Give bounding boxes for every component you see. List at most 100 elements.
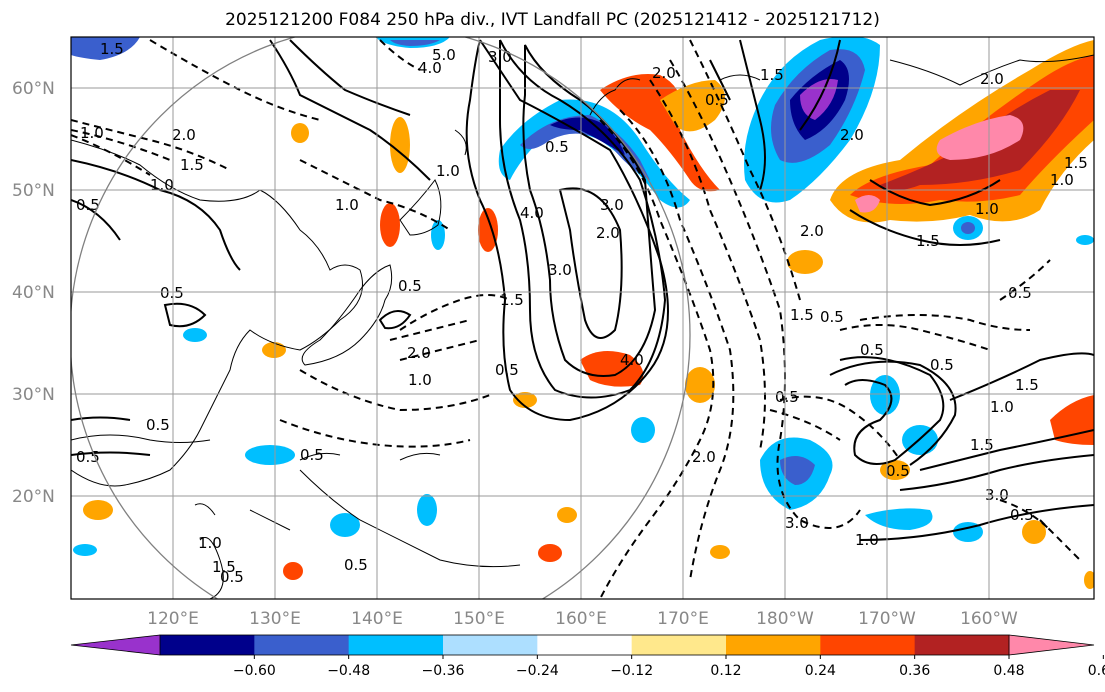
contour-label: 0.5 (76, 448, 100, 466)
contour-label: 1.5 (1064, 154, 1088, 172)
lon-label: 170°E (657, 609, 709, 629)
colorbar-boxes (160, 635, 1010, 655)
colorbar-box (348, 635, 444, 655)
contour-label: 0.5 (1008, 284, 1032, 302)
contour-label: 1.5 (790, 306, 814, 324)
contour-label: 4.0 (520, 204, 544, 222)
lon-label: 130°E (249, 609, 301, 629)
latitude-labels: 60°N 50°N 40°N 30°N 20°N (12, 79, 55, 507)
contour-label: 1.5 (1015, 376, 1039, 394)
colorbar-tick-label: −0.36 (422, 663, 465, 679)
contour-label: 0.5 (160, 284, 184, 302)
contour-label: 1.0 (1050, 171, 1074, 189)
contours-dashed (71, 39, 1081, 599)
map-frame (70, 36, 1095, 600)
lon-label: 180°W (756, 609, 814, 629)
gridlines (71, 37, 1094, 599)
colorbar-tick-label: −0.48 (327, 663, 370, 679)
colorbar-tick-label: −0.24 (516, 663, 559, 679)
contour-label: 2.0 (692, 448, 716, 466)
colorbar-tick-label: 0.48 (993, 663, 1024, 679)
contour-label: 4.0 (418, 59, 442, 77)
contour-label: 1.0 (408, 371, 432, 389)
colorbar-tick-label: 0.12 (710, 663, 741, 679)
colorbar-tick-label: −0.12 (610, 663, 653, 679)
landfall-region-circle (71, 37, 691, 599)
contour-label: 0.5 (545, 138, 569, 156)
contour-label: 1.0 (150, 176, 174, 194)
contour-label: 2.0 (652, 64, 676, 82)
colorbar-outline (159, 634, 1010, 656)
contour-label: 0.5 (775, 388, 799, 406)
contour-label: 2.0 (840, 126, 864, 144)
colorbar-box (254, 635, 350, 655)
colorbar: −0.60 −0.48 −0.36 −0.24 −0.12 0.12 0.24 0.36 0.4… (70, 634, 1105, 679)
colorbar-box (160, 635, 255, 655)
lat-label: 30°N (12, 385, 55, 405)
contour-label: 2.0 (980, 70, 1004, 88)
colorbar-box (820, 635, 916, 655)
contour-label: 1.5 (500, 291, 524, 309)
contour-label: 0.5 (820, 308, 844, 326)
contour-label: 1.0 (80, 124, 104, 142)
contour-label: 1.0 (990, 398, 1014, 416)
colorbar-extend-min (71, 635, 160, 655)
lon-label: 160°E (555, 609, 607, 629)
contour-label: 1.5 (180, 156, 204, 174)
map-title: 2025121200 F084 250 hPa div., IVT Landfa… (225, 10, 880, 30)
lat-label: 40°N (12, 283, 55, 303)
colorbar-ticks: −0.60 −0.48 −0.36 −0.24 −0.12 0.12 0.24 0.36 0.4… (233, 655, 1105, 679)
contour-label: 0.5 (344, 556, 368, 574)
contour-label: 3.0 (488, 48, 512, 66)
contour-label: 1.0 (335, 196, 359, 214)
map-panel: 1.5 5.0 4.0 3.0 2.0 1.5 0.5 2.0 2.0 1.0 … (71, 37, 1094, 599)
contour-label: 0.5 (300, 446, 324, 464)
longitude-labels: 120°E 130°E 140°E 150°E 160°E 170°E 180°… (147, 609, 1018, 629)
colorbar-tick-label: 0.60 (1088, 663, 1105, 679)
contour-label: 0.5 (886, 462, 910, 480)
contour-label: 2.0 (800, 222, 824, 240)
coastlines (71, 54, 1094, 599)
contour-label: 0.5 (76, 196, 100, 214)
colorbar-outline-ends (1008, 634, 1095, 656)
lon-label: 140°E (351, 609, 403, 629)
contour-label: 0.5 (398, 277, 422, 295)
contour-label: 1.5 (212, 558, 236, 576)
colorbar-box (443, 635, 538, 655)
lat-label: 20°N (12, 487, 55, 507)
colorbar-box (726, 635, 821, 655)
contour-label: 2.0 (596, 224, 620, 242)
contour-label: 1.0 (855, 531, 879, 549)
lon-label: 150°E (453, 609, 505, 629)
contour-label: 3.0 (985, 486, 1009, 504)
contour-label: 1.5 (970, 436, 994, 454)
contour-label: 3.0 (548, 261, 572, 279)
colorbar-box (914, 635, 1010, 655)
contour-label: 2.0 (172, 126, 196, 144)
colorbar-extend-max (1009, 635, 1094, 655)
lat-label: 50°N (12, 181, 55, 201)
contour-label: 1.0 (975, 200, 999, 218)
colorbar-outline-ends (70, 634, 161, 656)
contour-label: 1.5 (100, 40, 124, 58)
contour-label: 4.0 (620, 351, 644, 369)
contour-label: 0.5 (495, 361, 519, 379)
contour-label: 2.0 (407, 344, 431, 362)
contour-label: 0.5 (220, 568, 244, 586)
contour-label: 0.5 (1010, 506, 1034, 524)
contour-label: 1.0 (436, 162, 460, 180)
contour-label: 0.5 (146, 416, 170, 434)
contours-thin (71, 434, 521, 568)
contour-label-group: 1.5 5.0 4.0 3.0 2.0 1.5 0.5 2.0 2.0 1.0 … (76, 40, 1088, 586)
lat-label: 60°N (12, 79, 55, 99)
colorbar-tick-label: −0.60 (233, 663, 276, 679)
contour-label: 1.0 (198, 534, 222, 552)
colorbar-box (631, 635, 727, 655)
colorbar-tick-label: 0.24 (805, 663, 836, 679)
contour-label: 5.0 (432, 46, 456, 64)
contour-label: 0.5 (930, 356, 954, 374)
colorbar-box (537, 635, 633, 655)
lon-label: 120°E (147, 609, 199, 629)
contour-label: 1.5 (760, 66, 784, 84)
